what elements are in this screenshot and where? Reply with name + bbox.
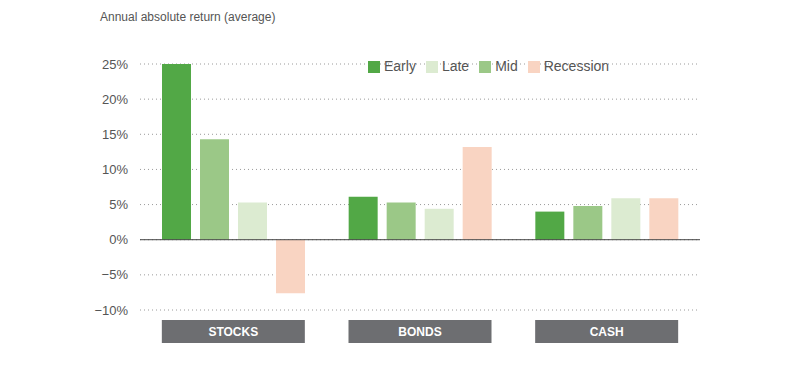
svg-text:5%: 5%	[109, 197, 128, 212]
svg-text:15%: 15%	[102, 127, 128, 142]
svg-text:BONDS: BONDS	[398, 325, 441, 339]
svg-text:−10%: −10%	[94, 303, 128, 318]
html-text:Early: Early	[384, 58, 416, 74]
html-text:Annual absolute return (averag: Annual absolute return (average)	[100, 10, 276, 24]
svg-text:10%: 10%	[102, 162, 128, 177]
html-text:Mid: Mid	[495, 58, 518, 74]
svg-text:−5%: −5%	[102, 267, 129, 282]
svg-text:25%: 25%	[102, 57, 128, 72]
svg-text:CASH: CASH	[590, 325, 624, 339]
svg-text:0%: 0%	[109, 232, 128, 247]
svg-text:STOCKS: STOCKS	[208, 325, 258, 339]
html-text:Recession: Recession	[543, 58, 610, 74]
svg-text:20%: 20%	[102, 92, 128, 107]
html-text:Late: Late	[441, 58, 470, 74]
